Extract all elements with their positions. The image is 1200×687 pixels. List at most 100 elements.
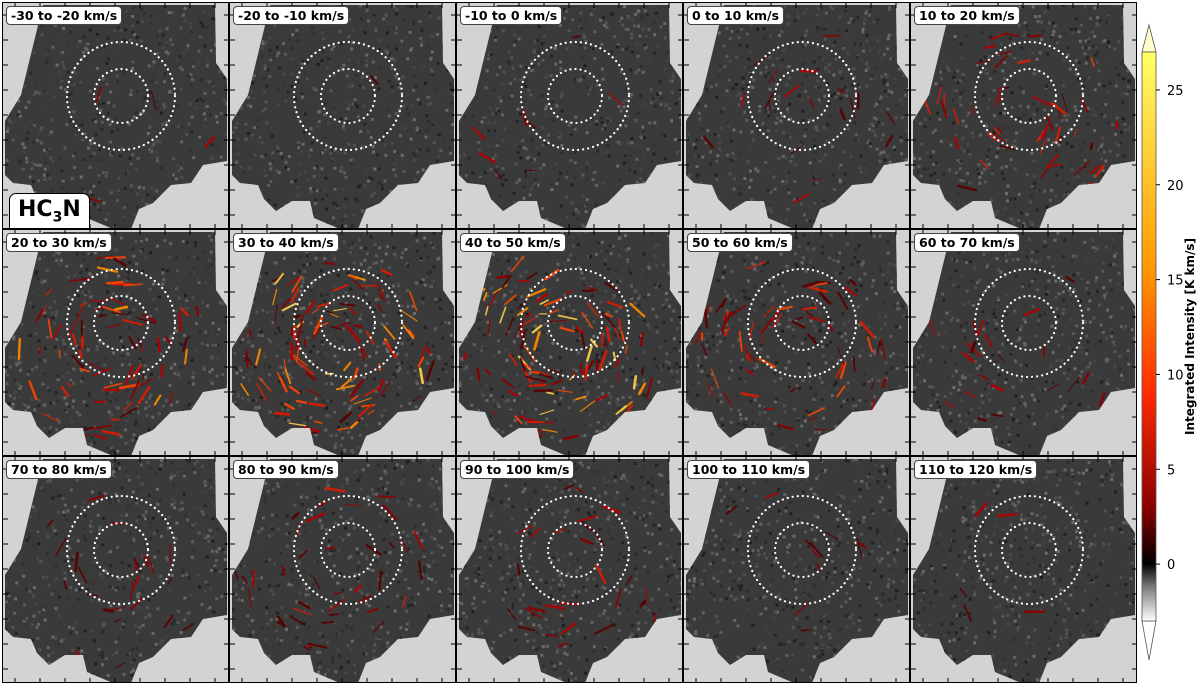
emission-strand — [703, 308, 709, 329]
emission-strand — [484, 306, 489, 316]
emission-strand — [1047, 154, 1059, 167]
emission-strand — [996, 125, 1003, 135]
emission-strand — [524, 607, 542, 619]
emission-strand — [962, 352, 975, 363]
emission-strand — [182, 623, 195, 632]
emission-strand — [595, 394, 609, 402]
emission-strand — [740, 392, 759, 398]
colorbar-tick-label: 5 — [1167, 463, 1175, 478]
emission-strand — [366, 607, 379, 614]
emission-strand — [625, 404, 634, 414]
emission-strand — [789, 387, 798, 393]
emission-strand — [129, 582, 134, 601]
emission-strand — [884, 135, 894, 148]
emission-strand — [274, 304, 278, 325]
emission-strand — [578, 514, 598, 523]
emission-strand — [350, 395, 359, 402]
emission-strand — [417, 560, 423, 580]
emission-strand — [492, 284, 508, 294]
emission-strand — [991, 413, 1004, 418]
emission-strand — [807, 333, 819, 347]
emission-strand — [1039, 139, 1046, 155]
emission-strand — [281, 298, 291, 309]
emission-strand — [749, 353, 758, 364]
emission-strand — [822, 34, 841, 37]
emission-strand — [517, 625, 535, 632]
map-footprint — [5, 459, 227, 682]
emission-strand — [582, 538, 592, 545]
emission-strand — [326, 310, 334, 314]
emission-strand — [103, 382, 123, 389]
channel-panel: 80 to 90 km/s — [229, 456, 456, 683]
emission-strand — [46, 519, 54, 528]
emission-strand — [122, 401, 133, 411]
emission-strand — [195, 305, 200, 317]
emission-strand — [977, 417, 988, 422]
channel-map — [230, 457, 455, 682]
emission-strand — [305, 371, 316, 381]
emission-strand — [377, 303, 383, 312]
emission-strand — [315, 302, 331, 308]
emission-strand — [1040, 166, 1050, 178]
emission-strand — [122, 318, 143, 326]
velocity-label: 0 to 10 km/s — [687, 6, 785, 25]
emission-strand — [349, 274, 358, 280]
emission-strand — [136, 317, 157, 325]
emission-strand — [590, 338, 599, 348]
channel-panel: 20 to 30 km/s — [2, 229, 229, 456]
emission-strand — [179, 307, 190, 317]
emission-strand — [305, 644, 314, 648]
map-footprint — [5, 232, 227, 455]
emission-strand — [128, 336, 137, 350]
channel-panel: 50 to 60 km/s — [683, 229, 910, 456]
emission-strand — [557, 314, 578, 321]
emission-strand — [763, 305, 776, 318]
emission-strand — [997, 50, 1013, 56]
emission-strand — [816, 563, 822, 572]
emission-strand — [624, 344, 628, 355]
emission-strand — [534, 369, 551, 377]
emission-strand — [541, 428, 558, 433]
channel-map — [230, 230, 455, 455]
channel-panel: -20 to -10 km/s — [229, 2, 456, 229]
inner-ring — [546, 67, 604, 125]
emission-strand — [837, 291, 849, 310]
emission-strand — [808, 286, 829, 294]
emission-strand — [377, 378, 385, 392]
inner-ring — [546, 521, 604, 579]
channel-map — [457, 230, 682, 455]
emission-strand — [495, 274, 509, 280]
emission-strand — [104, 256, 127, 259]
emission-strand — [142, 372, 145, 380]
emission-strand — [157, 337, 161, 354]
emission-strand — [844, 286, 858, 297]
emission-strand — [562, 434, 579, 441]
velocity-label: 20 to 30 km/s — [6, 233, 112, 252]
emission-strand — [1073, 128, 1078, 137]
emission-strand — [858, 541, 867, 549]
emission-strand — [744, 368, 755, 376]
emission-strand — [777, 305, 793, 311]
emission-strand — [67, 324, 76, 338]
emission-strand — [313, 315, 324, 336]
emission-strand — [1081, 371, 1090, 385]
emission-strand — [514, 415, 523, 425]
emission-strand — [614, 588, 622, 609]
emission-strand — [506, 608, 517, 621]
emission-strand — [764, 91, 775, 110]
emission-strand — [102, 306, 121, 314]
emission-strand — [134, 560, 138, 573]
emission-strand — [17, 337, 21, 361]
channel-map — [684, 457, 909, 682]
colorbar-extend-top — [1141, 23, 1157, 53]
emission-strand — [526, 272, 537, 280]
emission-strand — [558, 642, 568, 648]
emission-strand — [353, 324, 363, 329]
velocity-label: 100 to 110 km/s — [687, 460, 811, 479]
emission-strand — [255, 382, 268, 402]
emission-strand — [328, 613, 340, 616]
emission-strand — [601, 312, 616, 328]
emission-strand — [87, 362, 106, 371]
emission-strand — [990, 383, 1004, 392]
